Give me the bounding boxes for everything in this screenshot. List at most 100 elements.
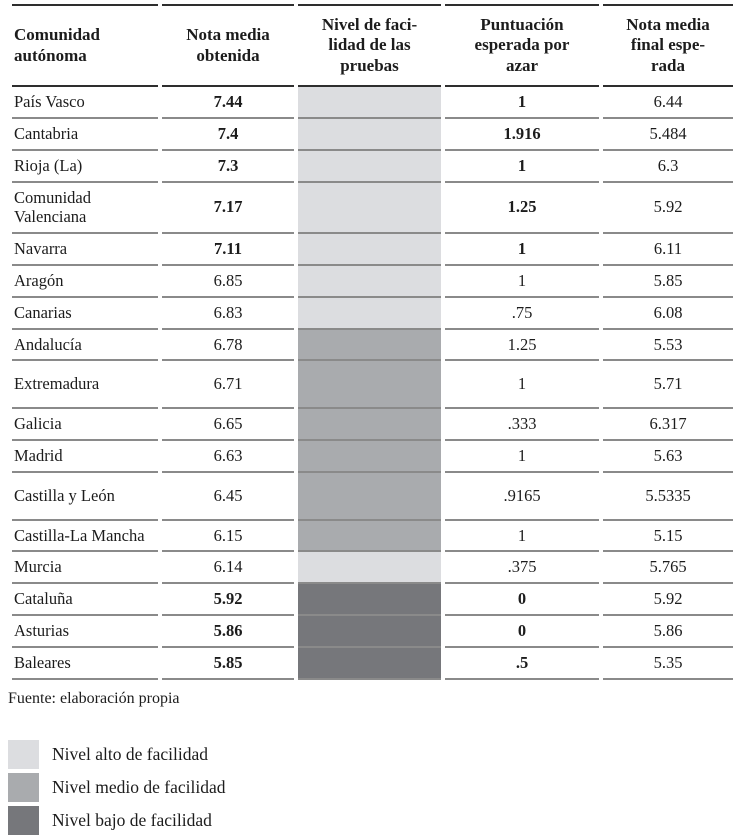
cell-community: Canarias	[12, 298, 158, 330]
legend-label: Nivel alto de facilidad	[52, 743, 208, 764]
legend-label: Nivel bajo de facilidad	[52, 809, 212, 830]
cell-nota-media: 6.63	[162, 441, 294, 473]
column-header-nivel-facilidad: Nivel de faci- lidad de las pruebas	[298, 4, 441, 88]
legend-item: Nivel alto de facilidad	[8, 739, 737, 769]
cell-final: 6.11	[603, 234, 733, 266]
cell-facilidad-medio	[298, 329, 441, 362]
cell-community: Aragón	[12, 266, 158, 298]
table-row: Navarra 7.11 1 6.11	[12, 234, 733, 266]
cell-nota-media: 6.14	[162, 552, 294, 585]
cell-facilidad-medio	[298, 472, 441, 521]
cell-final: 5.92	[603, 584, 733, 616]
cell-facilidad-medio	[298, 520, 441, 553]
cell-azar: 1	[445, 441, 599, 473]
cell-nota-media: 6.15	[162, 521, 294, 553]
cell-azar: 1	[445, 87, 599, 119]
cell-azar: .9165	[445, 473, 599, 521]
column-header-nota-media: Nota media obtenida	[162, 4, 294, 88]
cell-nota-media: 6.78	[162, 330, 294, 362]
cell-azar: 1.25	[445, 330, 599, 362]
table-row: Cantabria 7.4 1.916 5.484	[12, 118, 733, 151]
cell-azar: .5	[445, 648, 599, 680]
cell-community: Madrid	[12, 441, 158, 473]
cell-facilidad-alto	[298, 552, 441, 585]
cell-community: Navarra	[12, 234, 158, 266]
table-row: Baleares 5.85 .5 5.35	[12, 647, 733, 680]
cell-final: 5.53	[603, 330, 733, 362]
table-row: Andalucía 6.78 1.25 5.53	[12, 329, 733, 362]
cell-community: Comunidad Valenciana	[12, 183, 158, 235]
table-row: Canarias 6.83 .75 6.08	[12, 297, 733, 330]
cell-final: 5.765	[603, 552, 733, 585]
table-row: Castilla y León 6.45 .9165 5.5335	[12, 472, 733, 521]
table-row: Murcia 6.14 .375 5.765	[12, 552, 733, 585]
table-row: Rioja (La) 7.3 1 6.3	[12, 150, 733, 183]
cell-facilidad-alto	[298, 150, 441, 183]
source-note: Fuente: elaboración propia	[8, 689, 180, 707]
table-row: Galicia 6.65 .333 6.317	[12, 409, 733, 441]
cell-nota-media: 7.44	[162, 87, 294, 119]
column-header-nota-final: Nota media final espe- rada	[603, 4, 733, 88]
cell-facilidad-alto	[298, 118, 441, 151]
cell-azar: 1	[445, 266, 599, 298]
cell-final: 6.3	[603, 151, 733, 183]
cell-facilidad-medio	[298, 361, 441, 410]
cell-azar: 0	[445, 584, 599, 616]
cell-azar: 1	[445, 361, 599, 410]
cell-nota-media: 5.86	[162, 616, 294, 648]
column-header-comunidad: Comunidad autónoma	[12, 4, 158, 88]
table-row: Extremadura 6.71 1 5.71	[12, 361, 733, 410]
cell-azar: 1.25	[445, 183, 599, 235]
cell-nota-media: 5.92	[162, 584, 294, 616]
table-body: País Vasco 7.44 1 6.44 Cantabria 7.4 1.9…	[12, 87, 733, 680]
table-row: País Vasco 7.44 1 6.44	[12, 87, 733, 119]
cell-nota-media: 6.85	[162, 266, 294, 298]
legend-item: Nivel bajo de facilidad	[8, 805, 737, 835]
table-row: Comunidad Valenciana 7.17 1.25 5.92	[12, 182, 733, 235]
table-row: Madrid 6.63 1 5.63	[12, 440, 733, 473]
cell-facilidad-medio	[298, 409, 441, 441]
cell-facilidad-alto	[298, 234, 441, 266]
cell-azar: 0	[445, 616, 599, 648]
legend: Nivel alto de facilidad Nivel medio de f…	[8, 739, 737, 835]
cell-azar: 1	[445, 234, 599, 266]
cell-facilidad-alto	[298, 265, 441, 298]
table-row: Cataluña 5.92 0 5.92	[12, 584, 733, 616]
cell-azar: 1	[445, 151, 599, 183]
cell-final: 6.44	[603, 87, 733, 119]
cell-final: 5.63	[603, 441, 733, 473]
cell-nota-media: 6.71	[162, 361, 294, 410]
cell-final: 6.08	[603, 298, 733, 330]
cell-community: Galicia	[12, 409, 158, 441]
cell-azar: 1	[445, 521, 599, 553]
cell-community: Castilla-La Mancha	[12, 521, 158, 553]
cell-final: 5.35	[603, 648, 733, 680]
cell-nota-media: 5.85	[162, 648, 294, 680]
cell-final: 5.5335	[603, 473, 733, 521]
cell-final: 6.317	[603, 409, 733, 441]
cell-community: Castilla y León	[12, 473, 158, 521]
cell-community: Cantabria	[12, 119, 158, 151]
cell-final: 5.71	[603, 361, 733, 410]
table-row: Aragón 6.85 1 5.85	[12, 265, 733, 298]
cell-community: Andalucía	[12, 330, 158, 362]
cell-azar: .375	[445, 552, 599, 585]
cell-nota-media: 7.11	[162, 234, 294, 266]
cell-nota-media: 7.4	[162, 119, 294, 151]
cell-final: 5.92	[603, 183, 733, 235]
cell-final: 5.484	[603, 119, 733, 151]
cell-final: 5.85	[603, 266, 733, 298]
column-header-puntuacion-azar: Puntuación esperada por azar	[445, 4, 599, 88]
cell-nota-media: 6.45	[162, 473, 294, 521]
legend-item: Nivel medio de facilidad	[8, 772, 737, 802]
legend-swatch-medio	[8, 772, 39, 802]
cell-nota-media: 6.65	[162, 409, 294, 441]
results-table: Comunidad autónoma Nota media obtenida N…	[8, 4, 737, 680]
cell-facilidad-medio	[298, 440, 441, 473]
cell-nota-media: 6.83	[162, 298, 294, 330]
cell-final: 5.86	[603, 616, 733, 648]
table-row: Asturias 5.86 0 5.86	[12, 615, 733, 648]
header-row: Comunidad autónoma Nota media obtenida N…	[12, 4, 733, 88]
legend-label: Nivel medio de facilidad	[52, 776, 226, 797]
